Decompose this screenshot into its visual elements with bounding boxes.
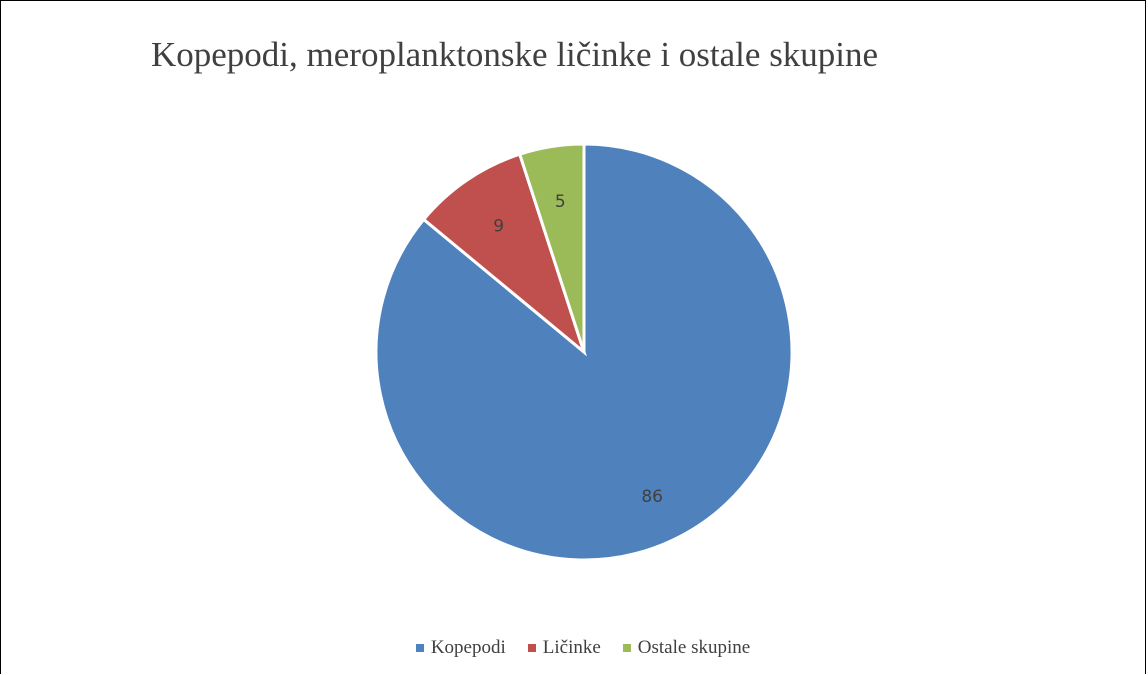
pie-slice-kopepodi bbox=[374, 142, 794, 562]
legend-swatch bbox=[415, 644, 424, 652]
legend-label: Ostale skupine bbox=[637, 637, 751, 658]
legend: Kopepodi Ličinke Ostale skupine bbox=[1, 637, 1147, 659]
pie-slice-ostale-skupine bbox=[517, 142, 586, 353]
data-label: 9 bbox=[493, 216, 504, 236]
legend-swatch bbox=[622, 644, 631, 652]
legend-item-licinke: Ličinke bbox=[527, 637, 601, 659]
legend-label: Kopepodi bbox=[430, 637, 506, 658]
legend-label: Ličinke bbox=[542, 637, 601, 658]
data-label: 5 bbox=[555, 192, 566, 212]
legend-item-kopepodi: Kopepodi bbox=[415, 637, 506, 659]
chart-title: Kopepodi, meroplanktonske ličinke i osta… bbox=[151, 35, 879, 74]
legend-item-ostale-skupine: Ostale skupine bbox=[622, 637, 751, 659]
legend-swatch bbox=[527, 644, 536, 652]
data-label: 86 bbox=[641, 487, 663, 507]
pie-slice-ličinke bbox=[421, 152, 588, 357]
